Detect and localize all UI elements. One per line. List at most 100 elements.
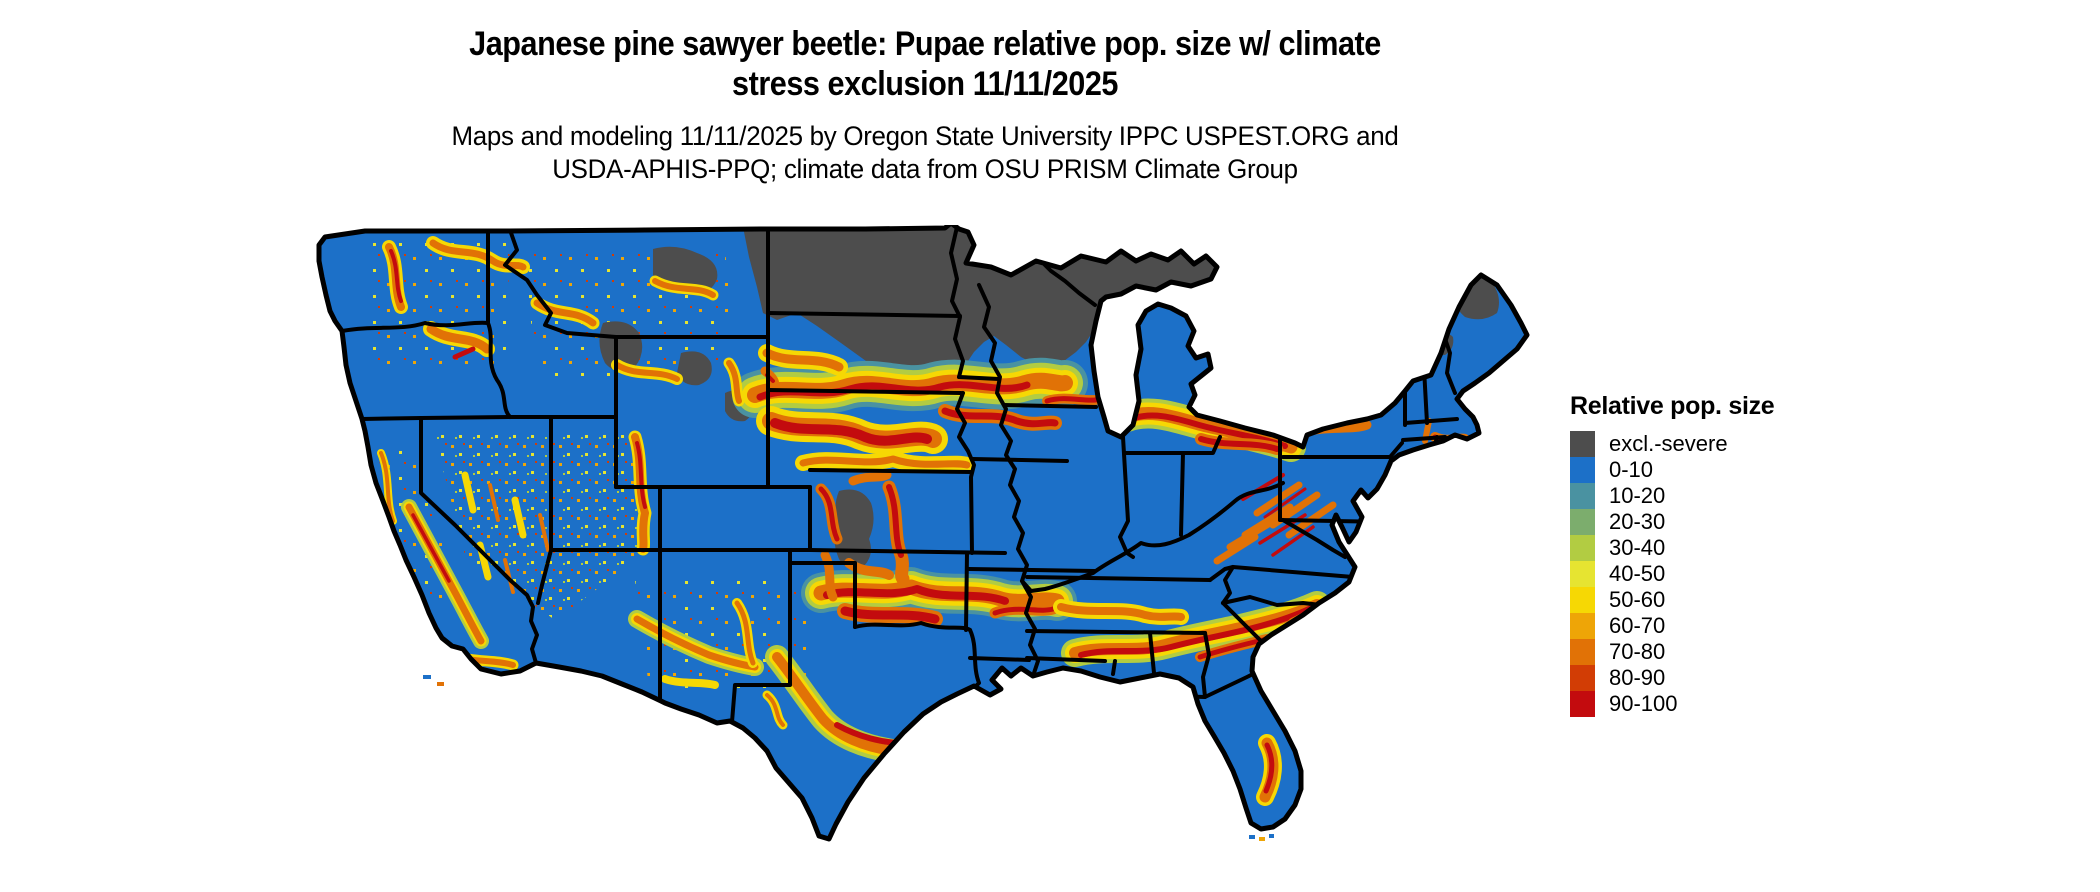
legend-label: 60-70 (1609, 613, 1666, 638)
nm-west-orange (734, 600, 756, 666)
legend-item: 80-90 (1570, 665, 1870, 691)
sd-spur-orange (762, 348, 844, 372)
nv-ridge-1 (461, 471, 477, 514)
border-nd-sd (766, 311, 962, 318)
map-subtitle-line2: USDA-APHIS-PPQ; climate data from OSU PR… (552, 154, 1298, 184)
legend-swatch (1570, 509, 1595, 535)
legend-item: 10-20 (1570, 483, 1870, 509)
legend-swatch (1570, 691, 1595, 717)
border-red-river (853, 621, 972, 632)
ca-coastrange-orange (379, 451, 395, 523)
wasatch-red (635, 441, 647, 509)
legend-label: 70-80 (1609, 639, 1666, 664)
legend-label: 90-100 (1609, 691, 1678, 716)
legend-item: 70-80 (1570, 639, 1870, 665)
legend-item: 40-50 (1570, 561, 1870, 587)
iowa-red (941, 407, 1059, 428)
border-nm-tx (730, 550, 792, 724)
legend-swatch (1570, 639, 1595, 665)
bighorn-orange (726, 360, 742, 404)
blue-mountains-red (452, 346, 476, 360)
border-nv-ut-az (536, 415, 553, 605)
legend-item: excl.-severe (1570, 431, 1870, 457)
border-il-in (1118, 435, 1135, 559)
border-nc-sc (1221, 595, 1323, 607)
border-42n (360, 415, 618, 421)
border-in-oh (1179, 451, 1185, 537)
great-basin-speckle (433, 430, 643, 620)
co-west-flank-red (818, 486, 840, 542)
border-va-wv (1281, 518, 1347, 559)
border-or-id (486, 321, 512, 419)
tennessee-valley-orange (1057, 603, 1185, 621)
legend-item: 90-100 (1570, 691, 1870, 717)
legend-label: excl.-severe (1609, 431, 1728, 456)
border-mississippi-river (977, 283, 1040, 678)
oklahoma-core-red (840, 606, 940, 624)
okanogan-orange (429, 239, 527, 271)
border-tn-ms-al-ga (1025, 629, 1207, 635)
adirondack-exclusion (1345, 344, 1382, 384)
state-borders (340, 225, 1459, 724)
legend-item: 30-40 (1570, 535, 1870, 561)
legend-swatch (1570, 431, 1595, 457)
wisconsin-illinois-red (1044, 396, 1104, 404)
border-ms-al (1148, 631, 1156, 675)
legend-label: 10-20 (1609, 483, 1666, 508)
appalachia-4 (1213, 533, 1259, 565)
florida-red (1263, 742, 1275, 794)
idaho-exclusion-patch (599, 321, 643, 372)
ohio-core-red (1198, 436, 1280, 452)
az-south-yellow (661, 675, 719, 689)
nebraska-south-orange (799, 455, 971, 469)
snake-ranges-orange (614, 362, 680, 382)
map-title-line1: Japanese pine sawyer beetle: Pupae relat… (469, 25, 1381, 63)
michigan-ohio-red (1128, 412, 1288, 449)
border-wi-mi (1043, 263, 1097, 307)
legend-label: 80-90 (1609, 665, 1666, 690)
islands (423, 675, 1274, 841)
legend: Relative pop. size excl.-severe 0-10 10-20… (1570, 392, 1870, 717)
border-ca-nv-az (419, 416, 539, 665)
legend-swatch (1570, 457, 1595, 483)
legend-swatch (1570, 587, 1595, 613)
legend-item: 60-70 (1570, 613, 1870, 639)
border-wa-or (340, 320, 490, 333)
legend-label: 20-30 (1609, 509, 1666, 534)
border-ga-sc (1221, 601, 1263, 643)
appalachia-2 (1226, 516, 1279, 551)
legend-rows: excl.-severe 0-10 10-20 20-30 30-40 40-50 50-6… (1570, 431, 1870, 717)
border-ne-ks (808, 468, 974, 474)
legend-label: 50-60 (1609, 587, 1666, 612)
nv-ridge-6 (503, 558, 515, 594)
border-mo-ar (967, 567, 1097, 573)
border-missouri-river (955, 391, 976, 555)
border-ma-north (1403, 417, 1459, 425)
border-mn-west (949, 225, 965, 379)
border-ny-nj (1388, 441, 1404, 459)
idaho-ranges-orange (533, 299, 597, 327)
border-tx-ok-panhandle (788, 561, 857, 629)
border-id-mt (503, 228, 618, 339)
yellowstone-exclusion-patch (677, 351, 712, 386)
blue-mountains-orange (426, 324, 492, 354)
legend-label: 40-50 (1609, 561, 1666, 586)
guadalupe-orange (765, 693, 785, 727)
border-sd-ne (766, 388, 963, 395)
co-east-flank-red (886, 484, 904, 558)
legend-title: Relative pop. size (1570, 392, 1775, 420)
border-va-nc (1231, 565, 1355, 579)
legend-swatch (1570, 561, 1595, 587)
map-subtitle: Maps and modeling 11/11/2025 by Oregon S… (0, 120, 1850, 186)
border-ok-ar (964, 551, 969, 632)
border-ia-mo (971, 457, 1069, 463)
border-wi-il (1002, 403, 1098, 409)
nv-ridge-2 (488, 483, 500, 522)
legend-label: 0-10 (1609, 457, 1654, 482)
texas-coast-spur (942, 708, 962, 726)
legend-item: 50-60 (1570, 587, 1870, 613)
border-la-north (1025, 656, 1107, 663)
montana-front-orange (652, 278, 716, 298)
border-ky-tn (1025, 575, 1212, 582)
